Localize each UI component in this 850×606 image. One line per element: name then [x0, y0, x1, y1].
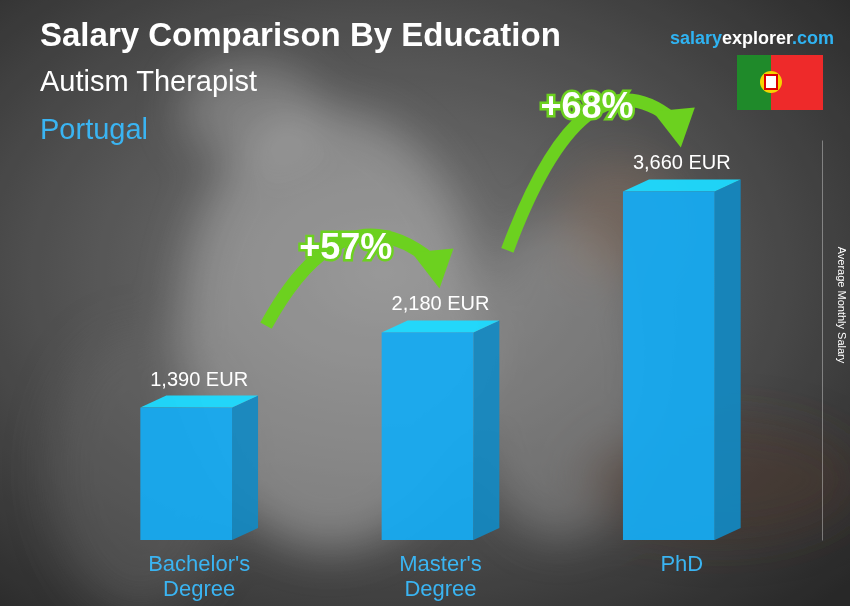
x-tick: Master'sDegree: [399, 540, 481, 601]
background-shade: [0, 0, 850, 606]
y-axis: [822, 141, 823, 541]
data-label: 2,180 EUR: [392, 292, 490, 314]
flag: [737, 55, 823, 110]
flag-red: [737, 55, 823, 110]
x-tick: Bachelor'sDegree: [148, 540, 250, 601]
bar-side: [715, 179, 741, 540]
bar-top: [623, 179, 741, 191]
y-axis-line: [822, 141, 823, 541]
bars: [140, 179, 740, 540]
bar-top: [140, 396, 258, 408]
source: salaryexplorer.com: [670, 28, 834, 48]
subtitle: Portugal: [40, 113, 148, 145]
bar: [140, 408, 232, 540]
x-tick-label-line: Degree: [163, 576, 235, 601]
flag-shield: [765, 75, 777, 89]
arrow-head: [653, 107, 695, 147]
subtitle: Autism Therapist: [40, 65, 257, 97]
annotation: +57%: [299, 226, 392, 267]
bar-group: [140, 396, 258, 540]
bar-group: [623, 179, 741, 540]
x-tick-label-line: Master's: [399, 551, 481, 576]
bar-group: [382, 320, 500, 540]
background: [0, 0, 850, 606]
bar-side: [232, 396, 258, 540]
x-tick-label: Master'sDegree: [399, 551, 481, 601]
flag-sphere: [760, 71, 782, 93]
x-tick-label-line: PhD: [660, 551, 703, 576]
x-tick-label-line: Bachelor's: [148, 551, 250, 576]
y-axis-title: Average Monthly Salary: [836, 247, 848, 364]
x-axis: Bachelor'sDegreeMaster'sDegreePhD: [81, 540, 776, 601]
data-label: 3,660 EUR: [633, 151, 731, 173]
x-axis-line: [81, 540, 776, 541]
x-tick-label-line: Degree: [404, 576, 476, 601]
x-tick: PhD: [660, 540, 703, 576]
bar-top: [382, 320, 500, 332]
annotation: +68%: [541, 85, 634, 126]
x-tick-label: PhD: [660, 551, 703, 576]
x-tick-label: Bachelor'sDegree: [148, 551, 250, 601]
title: Salary Comparison By Education: [40, 16, 561, 53]
bar: [382, 332, 474, 540]
data-label: 1,390 EUR: [150, 368, 248, 390]
bar-side: [473, 320, 499, 540]
bar: [623, 191, 715, 540]
arrow-head: [412, 248, 454, 288]
chart: Bachelor'sDegreeMaster'sDegreePhD1,390 E…: [0, 0, 850, 606]
